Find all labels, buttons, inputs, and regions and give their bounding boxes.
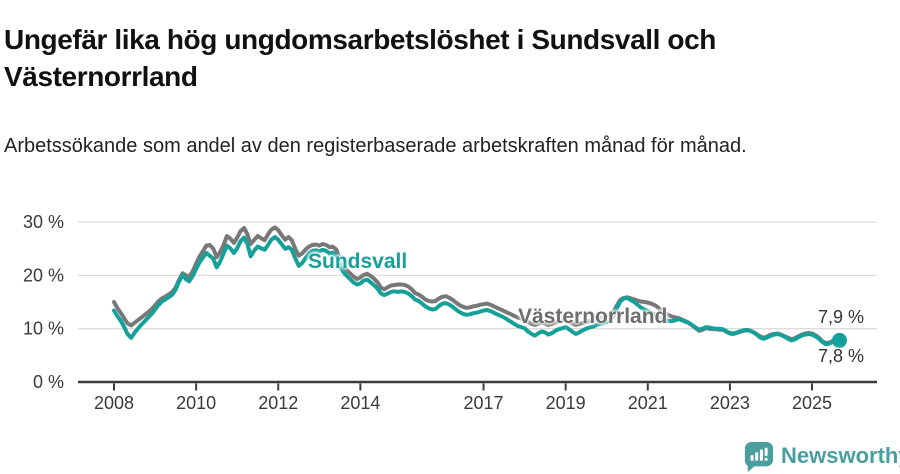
svg-text:2019: 2019 xyxy=(546,393,586,413)
svg-text:2025: 2025 xyxy=(792,393,832,413)
newsworthy-bubble-chart-icon xyxy=(744,441,774,472)
svg-text:10 %: 10 % xyxy=(23,319,64,339)
svg-text:2023: 2023 xyxy=(710,393,750,413)
end-value-sundsvall: 7,8 % xyxy=(817,346,864,366)
svg-text:2012: 2012 xyxy=(258,393,298,413)
svg-text:2008: 2008 xyxy=(94,393,134,413)
svg-text:2017: 2017 xyxy=(464,393,504,413)
chart-subtitle: Arbetssökande som andel av den registerb… xyxy=(4,135,747,157)
svg-text:20 %: 20 % xyxy=(23,265,64,285)
svg-text:0 %: 0 % xyxy=(33,372,64,392)
svg-text:2010: 2010 xyxy=(176,393,216,413)
svg-text:2014: 2014 xyxy=(340,393,380,413)
end-value-vasternorrland: 7,9 % xyxy=(817,307,864,327)
line-chart: 2008 2010 2012 2014 2017 2019 2021 2023 2025 0 % 1… xyxy=(23,212,877,413)
newsworthy-logo[interactable]: Newsworthy xyxy=(744,440,900,472)
series-label-sundsvall: Sundsvall xyxy=(308,250,408,273)
newsworthy-wordmark: Newsworthy xyxy=(781,443,900,468)
svg-text:2021: 2021 xyxy=(628,393,668,413)
page-title: Ungefär lika hög ungdomsarbetslöshet i S… xyxy=(4,23,716,92)
series-label-vasternorrland: Västernorrland xyxy=(518,305,668,328)
svg-text:30 %: 30 % xyxy=(23,212,64,232)
